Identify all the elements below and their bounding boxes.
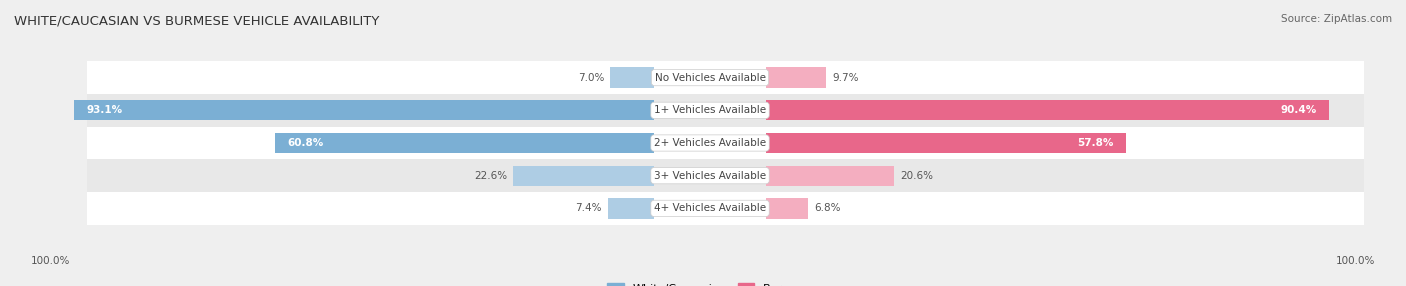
Text: 7.0%: 7.0% (578, 73, 605, 83)
Bar (766, 166, 894, 186)
Text: 57.8%: 57.8% (1077, 138, 1114, 148)
Bar (276, 133, 654, 153)
Text: 7.4%: 7.4% (575, 203, 602, 213)
Bar (607, 198, 654, 219)
Bar (610, 67, 654, 88)
Text: 22.6%: 22.6% (474, 171, 508, 181)
Bar (513, 166, 654, 186)
Bar (87, 127, 1406, 159)
Text: 1+ Vehicles Available: 1+ Vehicles Available (654, 105, 766, 115)
Bar (87, 192, 1406, 225)
Bar (87, 61, 1406, 94)
Text: 93.1%: 93.1% (87, 105, 122, 115)
Text: 60.8%: 60.8% (288, 138, 325, 148)
Text: 90.4%: 90.4% (1281, 105, 1316, 115)
Legend: White/Caucasian, Burmese: White/Caucasian, Burmese (603, 279, 817, 286)
Bar (766, 67, 827, 88)
Text: 100.0%: 100.0% (1336, 256, 1375, 266)
Text: Source: ZipAtlas.com: Source: ZipAtlas.com (1281, 14, 1392, 24)
Text: 6.8%: 6.8% (814, 203, 841, 213)
Bar (766, 100, 1329, 120)
Text: 20.6%: 20.6% (901, 171, 934, 181)
Text: 3+ Vehicles Available: 3+ Vehicles Available (654, 171, 766, 181)
Text: No Vehicles Available: No Vehicles Available (655, 73, 765, 83)
Bar (87, 94, 1406, 127)
Text: 2+ Vehicles Available: 2+ Vehicles Available (654, 138, 766, 148)
Text: 4+ Vehicles Available: 4+ Vehicles Available (654, 203, 766, 213)
Bar (766, 133, 1126, 153)
Text: WHITE/CAUCASIAN VS BURMESE VEHICLE AVAILABILITY: WHITE/CAUCASIAN VS BURMESE VEHICLE AVAIL… (14, 14, 380, 27)
Text: 9.7%: 9.7% (832, 73, 859, 83)
Bar (75, 100, 654, 120)
Text: 100.0%: 100.0% (31, 256, 70, 266)
Bar (766, 198, 808, 219)
Bar (87, 159, 1406, 192)
